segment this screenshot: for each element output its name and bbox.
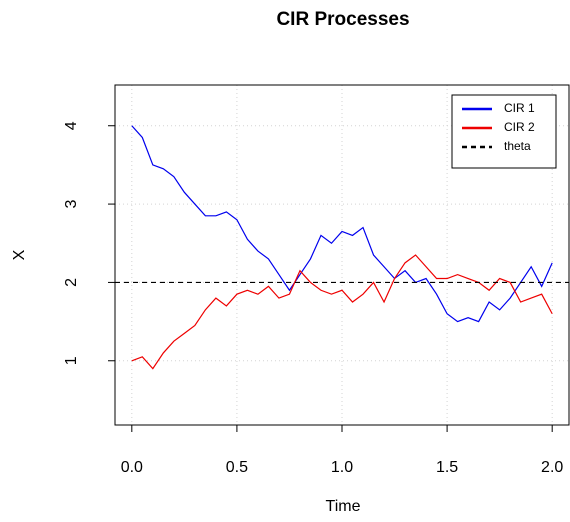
x-tick-label: 1.5 <box>436 459 458 476</box>
chart-title: CIR Processes <box>276 9 409 30</box>
legend-label: CIR 2 <box>504 120 535 134</box>
x-tick-label: 0.5 <box>226 459 248 476</box>
legend-label: CIR 1 <box>504 101 535 115</box>
y-tick-label: 2 <box>63 278 80 287</box>
series-line <box>131 125 553 323</box>
y-tick-label: 1 <box>63 356 80 365</box>
x-tick-label: 1.0 <box>331 459 353 476</box>
y-axis-label: X <box>11 249 28 260</box>
legend-label: theta <box>504 139 531 153</box>
series-line <box>131 254 553 370</box>
legend-box <box>451 94 557 169</box>
y-tick-label: 4 <box>63 121 80 130</box>
x-axis-label: Time <box>326 498 361 515</box>
x-tick-label: 0.0 <box>121 459 143 476</box>
plot-frame <box>114 84 570 426</box>
x-tick-label: 2.0 <box>541 459 563 476</box>
y-tick-label: 3 <box>63 200 80 209</box>
